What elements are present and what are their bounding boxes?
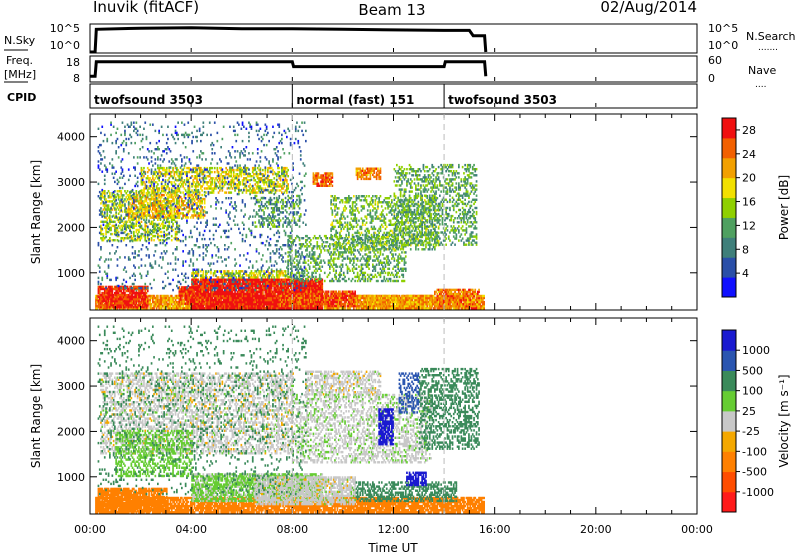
nave-label: Nave bbox=[748, 64, 776, 77]
power-cell bbox=[349, 307, 351, 309]
nsky-tick-high: 10^5 bbox=[50, 22, 80, 35]
power-heatmap bbox=[95, 122, 485, 310]
power-cell bbox=[112, 286, 114, 288]
nave-tick-high: 60 bbox=[708, 54, 722, 67]
power-cell bbox=[103, 286, 105, 288]
power-cell bbox=[153, 307, 155, 309]
power-cell bbox=[338, 307, 340, 309]
nave-legend-dots: .... bbox=[755, 80, 766, 90]
nsearch-tick-high: 10^5 bbox=[708, 22, 738, 35]
cpid-segment-label: normal (fast) 151 bbox=[296, 93, 414, 107]
date-title: 02/Aug/2014 bbox=[600, 0, 697, 16]
station-title: Inuvik (fitACF) bbox=[93, 0, 199, 16]
power-cell bbox=[353, 307, 355, 309]
nsearch-tick-low: 10^0 bbox=[708, 39, 738, 52]
freq-tick-high: 18 bbox=[66, 56, 80, 69]
power-cell bbox=[151, 303, 153, 305]
frequency-line bbox=[90, 62, 486, 76]
noise-line bbox=[90, 28, 486, 52]
power-cell bbox=[344, 307, 346, 309]
nsearch-label: N.Search bbox=[746, 30, 796, 43]
power-cell bbox=[157, 295, 159, 297]
cpid-segment-label: twofsound 3503 bbox=[94, 93, 203, 107]
cpid-segments: twofsound 3503 normal (fast) 151 twofsound… bbox=[94, 84, 557, 108]
cpid-label: CPID bbox=[7, 91, 36, 104]
cpid-segment-label: twofsound 3503 bbox=[448, 93, 557, 107]
nsearch-legend-dots: ....... bbox=[758, 43, 778, 53]
freq-label-line2: [MHz] bbox=[4, 68, 36, 81]
frequency-series bbox=[90, 62, 486, 76]
power-cell bbox=[483, 301, 485, 303]
power-cell bbox=[161, 307, 163, 309]
power-cell bbox=[108, 302, 110, 304]
rti-plot: Inuvik (fitACF) Beam 13 02/Aug/2014 N.Sk… bbox=[0, 0, 800, 554]
freq-tick-low: 8 bbox=[73, 72, 80, 85]
power-cell bbox=[156, 307, 158, 309]
nsky-label: N.Sky bbox=[4, 34, 36, 47]
freq-label-line1: Freq. bbox=[6, 54, 33, 67]
beam-title: Beam 13 bbox=[358, 1, 425, 19]
power-cell bbox=[149, 299, 151, 301]
power-cell bbox=[483, 295, 485, 297]
nsky-tick-low: 10^0 bbox=[50, 39, 80, 52]
power-cell bbox=[483, 303, 485, 305]
power-cell bbox=[483, 307, 485, 309]
noise-series bbox=[90, 28, 486, 52]
nave-tick-low: 0 bbox=[708, 72, 715, 85]
